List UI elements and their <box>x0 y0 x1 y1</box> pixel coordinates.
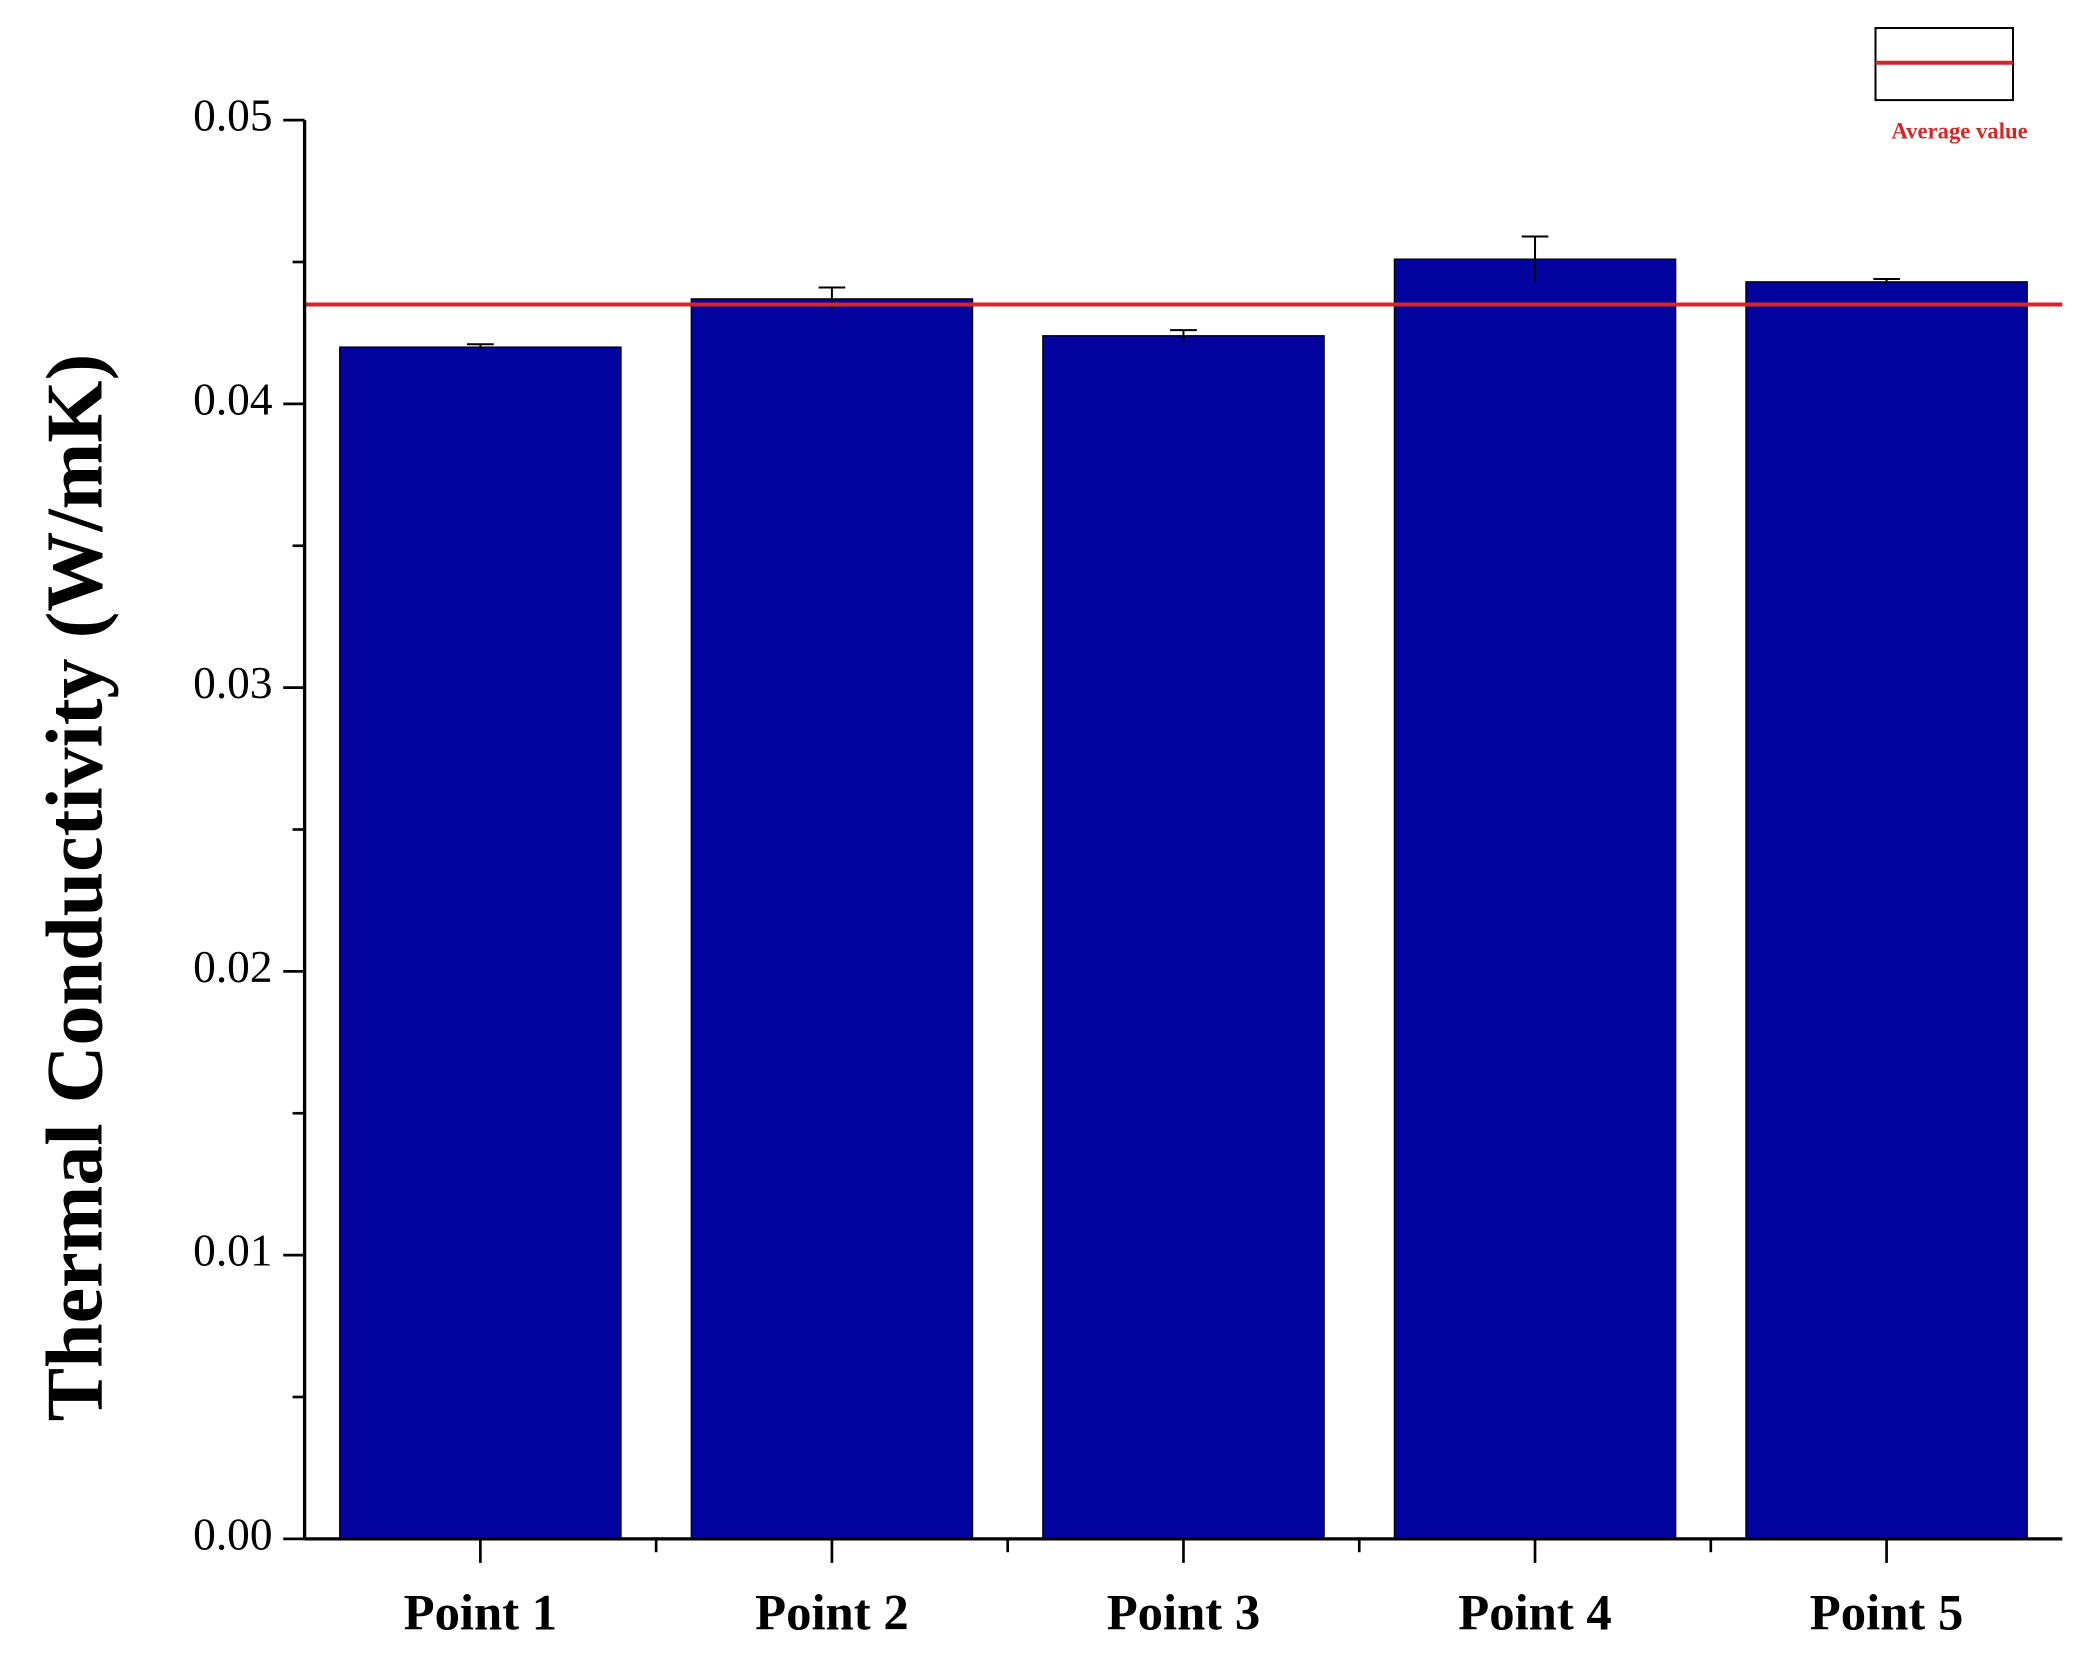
y-tick-label: 0.02 <box>193 942 272 992</box>
y-tick-label: 0.05 <box>193 91 272 141</box>
legend-label: Average value <box>1891 119 2027 144</box>
x-tick-label: Point 3 <box>1107 1584 1261 1640</box>
bar <box>1042 335 1325 1540</box>
y-tick-label: 0.01 <box>193 1226 272 1276</box>
x-tick-label: Point 1 <box>404 1584 558 1640</box>
y-axis-title: Thermal Conductivity (W/mK) <box>31 354 119 1422</box>
y-tick-label: 0.00 <box>193 1509 272 1559</box>
y-tick-label: 0.03 <box>193 658 272 708</box>
bar <box>1393 258 1677 1540</box>
x-tick-label: Point 2 <box>755 1584 909 1640</box>
x-tick-label: Point 4 <box>1458 1584 1612 1640</box>
bar <box>339 346 622 1540</box>
bar <box>1745 281 2028 1540</box>
x-tick-label: Point 5 <box>1810 1584 1964 1640</box>
y-tick-label: 0.04 <box>193 374 272 424</box>
bar <box>690 298 974 1540</box>
